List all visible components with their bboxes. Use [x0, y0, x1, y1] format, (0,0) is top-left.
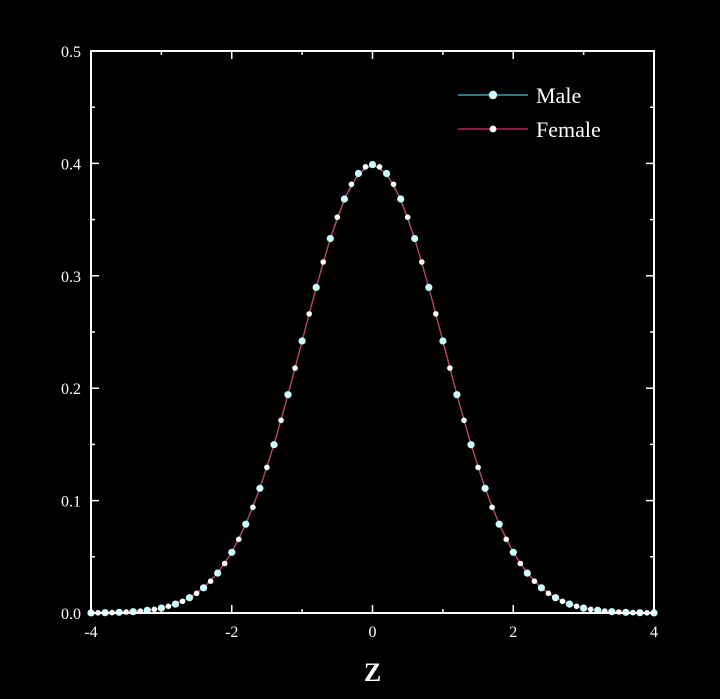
female-data-point [362, 164, 369, 170]
female-data-point [573, 603, 580, 610]
female-data-point [433, 311, 439, 317]
x-tick-label: -2 [225, 624, 238, 641]
female-data-point [517, 560, 524, 567]
male-data-point [200, 584, 208, 592]
male-data-point [453, 391, 461, 399]
female-data-point [165, 603, 172, 610]
female-data-point [151, 606, 158, 613]
male-data-point [326, 234, 334, 243]
female-data-point [376, 164, 383, 170]
male-data-point [439, 337, 447, 345]
female-data-point [334, 214, 341, 220]
male-data-point [368, 161, 377, 169]
female-data-point [278, 417, 284, 424]
male-data-point [354, 169, 362, 178]
male-data-point [481, 484, 489, 492]
y-tick-label: 0.0 [61, 606, 81, 623]
female-data-point [193, 590, 200, 597]
female-data-point [587, 606, 594, 613]
y-tick-label: 0.4 [61, 156, 81, 173]
female-data-point [447, 365, 453, 371]
female-data-point [475, 464, 481, 471]
male-data-point [312, 283, 320, 291]
legend-label-female: Female [536, 117, 601, 142]
female-data-point [390, 181, 397, 188]
male-data-point [157, 604, 165, 612]
male-data-point [397, 195, 405, 203]
male-data-point [467, 441, 475, 449]
female-data-point [419, 259, 425, 265]
male-data-point [129, 608, 137, 616]
female-data-point [489, 504, 495, 511]
male-data-point [171, 600, 180, 608]
male-data-point [256, 484, 264, 492]
male-data-point [495, 520, 503, 528]
male-data-point [537, 584, 546, 592]
female-data-point [461, 417, 467, 424]
male-data-point [298, 337, 306, 345]
female-data-point [320, 259, 327, 265]
female-data-point [250, 504, 256, 511]
female-data-point [221, 560, 228, 567]
female-data-point [292, 365, 298, 371]
female-data-point [179, 598, 186, 605]
x-tick-label: 4 [650, 624, 658, 641]
x-tick-label: 0 [369, 624, 377, 641]
male-data-point [284, 391, 292, 399]
male-data-point [565, 600, 574, 608]
legend-label-male: Male [536, 83, 581, 108]
female-data-point [264, 464, 270, 471]
x-tick-label: 2 [509, 624, 517, 641]
x-tick-label: -4 [84, 624, 97, 641]
female-data-point [306, 311, 313, 317]
legend: Male Female [458, 83, 601, 142]
female-data-point [531, 578, 538, 584]
legend-marker-female [489, 125, 497, 133]
female-data-point [207, 578, 214, 584]
male-data-point [425, 283, 433, 291]
x-axis-title: Z [364, 658, 381, 687]
y-tick-label: 0.1 [61, 494, 81, 511]
y-tick-label: 0.2 [61, 381, 81, 398]
y-tick-label: 0.3 [61, 269, 81, 286]
female-data-point [236, 536, 242, 543]
legend-marker-male [488, 90, 498, 100]
male-data-point [340, 195, 348, 203]
male-data-point [185, 594, 194, 602]
male-data-point [214, 569, 222, 577]
series-layer [87, 161, 658, 617]
male-data-point [509, 548, 517, 556]
male-data-point [580, 604, 588, 612]
male-data-point [242, 520, 250, 528]
female-data-point [559, 598, 566, 605]
male-data-point [608, 608, 616, 616]
male-data-point [551, 594, 560, 602]
female-data-point [503, 536, 510, 543]
female-data-point [545, 590, 552, 597]
male-data-point [270, 441, 278, 449]
male-data-point [383, 169, 391, 178]
female-data-point [348, 181, 355, 188]
female-data-point [404, 214, 411, 220]
male-data-point [411, 234, 419, 243]
male-data-point [228, 548, 236, 556]
male-data-point [523, 569, 531, 577]
axes-layer: -4 -2 0 2 4 0.0 0.1 0.2 0.3 0.4 0.5 Z [61, 44, 658, 687]
y-tick-label: 0.5 [61, 44, 81, 61]
